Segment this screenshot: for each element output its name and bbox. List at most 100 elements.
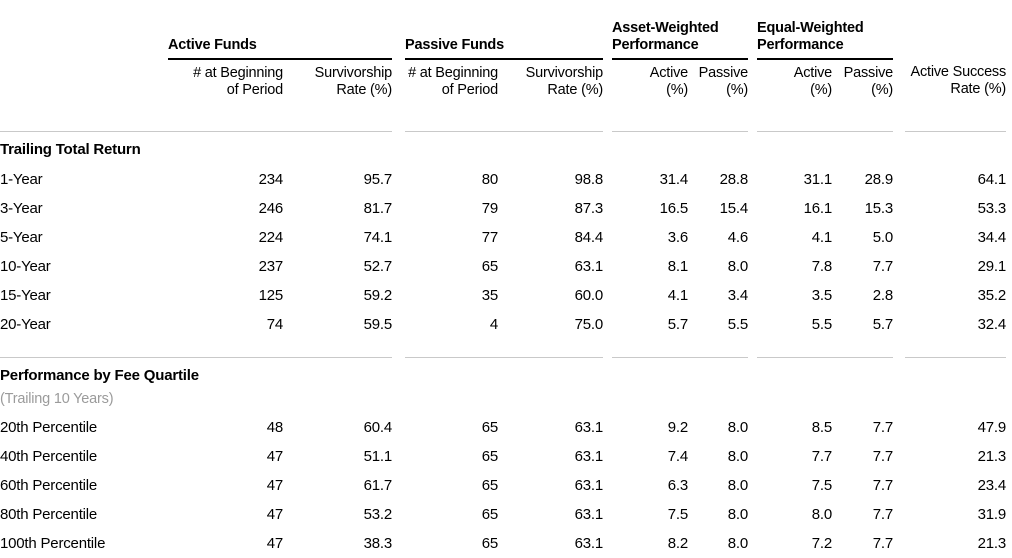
gutter <box>603 500 612 529</box>
table-cell: 48 <box>266 419 283 436</box>
gutter <box>893 310 905 339</box>
gutter <box>893 0 905 59</box>
table-cell: 3.4 <box>727 287 749 304</box>
table-row: 15-Year 125 59.2 35 60.0 4.1 3.4 3.5 2.8 35.2 <box>0 281 1012 310</box>
table-cell: 4.1 <box>811 229 833 246</box>
table-cell: 63.1 <box>574 258 604 275</box>
table-cell: 74.1 <box>363 229 392 246</box>
blank-cell <box>0 59 168 109</box>
gutter <box>603 194 612 223</box>
table-cell: 16.5 <box>659 200 689 217</box>
gutter <box>603 413 612 442</box>
row-label: 40th Percentile <box>0 448 98 465</box>
table-cell: 23.4 <box>977 477 1007 494</box>
table-cell: 234 <box>258 171 283 188</box>
table-cell: 47.9 <box>977 419 1007 436</box>
table-cell: 35.2 <box>977 287 1007 304</box>
gutter <box>392 0 405 59</box>
table-row: 3-Year 246 81.7 79 87.3 16.5 15.4 16.1 15.3 53.3 <box>0 194 1012 223</box>
table-cell: 8.0 <box>727 448 749 465</box>
gutter <box>392 413 405 442</box>
column-header-active-survivorship: Survivorship Rate (%) <box>314 65 392 98</box>
margin-cell <box>1006 310 1012 339</box>
table-cell: 8.0 <box>727 506 749 523</box>
table-cell: 79 <box>481 200 498 217</box>
column-header-aw-active: Active (%) <box>649 65 689 98</box>
gutter <box>748 500 757 529</box>
table-cell: 7.5 <box>811 477 833 494</box>
blank-cell <box>905 0 1006 59</box>
section-header-row: Performance by Fee Quartile <box>0 358 1012 392</box>
table-cell: 5.0 <box>872 229 894 246</box>
table-row: 20th Percentile 48 60.4 65 63.1 9.2 8.0 8.5 7.7 4… <box>0 413 1012 442</box>
section-title: Performance by Fee Quartile <box>0 367 199 384</box>
table-cell: 31.1 <box>803 171 833 188</box>
gutter <box>893 413 905 442</box>
margin-cell <box>1006 529 1012 558</box>
margin-cell <box>1006 442 1012 471</box>
gutter <box>392 252 405 281</box>
table-row: 100th Percentile 47 38.3 65 63.1 8.2 8.0 7.2 7.7… <box>0 529 1012 558</box>
column-header-ew-active: Active (%) <box>793 65 833 98</box>
group-header-asset-weighted: Asset-Weighted Performance <box>612 0 749 60</box>
gutter <box>748 194 757 223</box>
table-cell: 47 <box>266 477 283 494</box>
table-cell: 7.7 <box>872 448 894 465</box>
table-cell: 47 <box>266 535 283 552</box>
table-row: 5-Year 224 74.1 77 84.4 3.6 4.6 4.1 5.0 34.4 <box>0 223 1012 252</box>
table-cell: 4.1 <box>667 287 689 304</box>
table-cell: 65 <box>481 448 498 465</box>
table-cell: 65 <box>481 506 498 523</box>
margin-cell <box>1006 194 1012 223</box>
gutter <box>893 500 905 529</box>
section-header-row: Trailing Total Return <box>0 132 1012 166</box>
table-cell: 5.5 <box>727 316 749 333</box>
gutter <box>603 0 612 59</box>
gutter <box>392 442 405 471</box>
row-label: 20-Year <box>0 316 51 333</box>
table-cell: 65 <box>481 419 498 436</box>
table-cell: 84.4 <box>574 229 604 246</box>
table-cell: 95.7 <box>363 171 392 188</box>
row-label: 10-Year <box>0 258 51 275</box>
group-header-active-funds: Active Funds <box>168 0 392 60</box>
gutter <box>392 165 405 194</box>
table-cell: 63.1 <box>574 448 604 465</box>
table-cell: 7.7 <box>872 419 894 436</box>
table-row: 80th Percentile 47 53.2 65 63.1 7.5 8.0 8.0 7.7 3… <box>0 500 1012 529</box>
gutter <box>893 281 905 310</box>
table-cell: 7.5 <box>667 506 689 523</box>
table-cell: 4.6 <box>727 229 749 246</box>
table-cell: 98.8 <box>574 171 604 188</box>
table-cell: 7.7 <box>872 258 894 275</box>
table-cell: 60.0 <box>574 287 604 304</box>
table-cell: 64.1 <box>977 171 1007 188</box>
group-label: Asset-Weighted <box>612 20 719 36</box>
section-divider-rule <box>0 339 1012 358</box>
table-cell: 3.5 <box>811 287 833 304</box>
column-header-row: # at Beginning of Period Survivorship Rate… <box>0 59 1012 109</box>
table-cell: 31.9 <box>977 506 1007 523</box>
table-cell: 65 <box>481 535 498 552</box>
gutter <box>392 194 405 223</box>
table-cell: 246 <box>258 200 283 217</box>
group-label: Equal-Weighted <box>757 20 864 36</box>
table-cell: 38.3 <box>363 535 392 552</box>
table-cell: 5.7 <box>667 316 689 333</box>
gutter <box>893 223 905 252</box>
table-cell: 81.7 <box>363 200 392 217</box>
margin-cell <box>1006 165 1012 194</box>
group-header-row: Active Funds Passive Funds Asset-Weighte… <box>0 0 1012 60</box>
table-cell: 7.4 <box>667 448 689 465</box>
table-cell: 7.7 <box>872 506 894 523</box>
table-cell: 8.0 <box>811 506 833 523</box>
table-cell: 3.6 <box>667 229 689 246</box>
table-row: 1-Year 234 95.7 80 98.8 31.4 28.8 31.1 28.9 64.1 <box>0 165 1012 194</box>
group-label: Passive Funds <box>405 37 504 53</box>
table-cell: 65 <box>481 477 498 494</box>
table-cell: 53.3 <box>977 200 1007 217</box>
margin-cell <box>1006 0 1012 59</box>
margin-cell <box>1006 413 1012 442</box>
margin-cell <box>1006 252 1012 281</box>
